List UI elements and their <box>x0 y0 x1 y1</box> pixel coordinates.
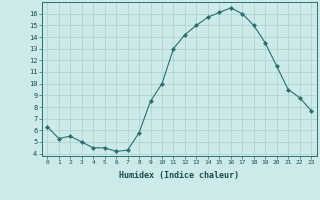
X-axis label: Humidex (Indice chaleur): Humidex (Indice chaleur) <box>119 171 239 180</box>
